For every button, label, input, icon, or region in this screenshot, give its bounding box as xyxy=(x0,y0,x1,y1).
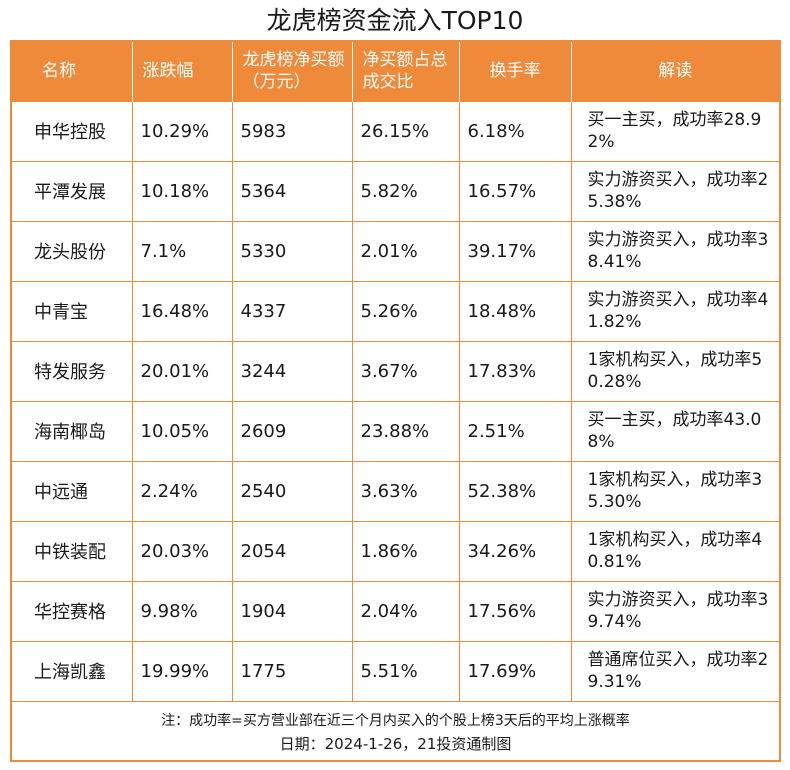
col-header-change: 涨跌幅 xyxy=(132,42,233,101)
cell-interpretation: 买一主买，成功率28.92% xyxy=(570,100,779,162)
table-row: 上海凯鑫 19.99% 1775 5.51% 17.69% 普通席位买入，成功率… xyxy=(12,640,779,702)
cell-change: 2.24% xyxy=(131,460,233,522)
table-row: 特发服务 20.01% 3244 3.67% 17.83% 1家机构买入，成功率… xyxy=(12,340,779,402)
cell-name: 海南椰岛 xyxy=(12,400,133,462)
cell-ratio: 2.01% xyxy=(351,220,460,282)
cell-ratio: 3.63% xyxy=(351,460,460,522)
cell-turnover: 17.83% xyxy=(458,340,572,402)
cell-change: 9.98% xyxy=(131,580,233,642)
cell-net-buy: 2609 xyxy=(231,400,353,462)
cell-ratio: 26.15% xyxy=(351,100,460,162)
cell-net-buy: 2054 xyxy=(231,520,353,582)
cell-interpretation: 实力游资买入，成功率41.82% xyxy=(570,280,779,342)
table-row: 中远通 2.24% 2540 3.63% 52.38% 1家机构买入，成功率35… xyxy=(12,460,779,522)
cell-turnover: 6.18% xyxy=(458,100,572,162)
cell-interpretation: 实力游资买入，成功率38.41% xyxy=(570,220,779,282)
cell-ratio: 23.88% xyxy=(351,400,460,462)
table-row: 中青宝 16.48% 4337 5.26% 18.48% 实力游资买入，成功率4… xyxy=(12,280,779,342)
cell-turnover: 34.26% xyxy=(458,520,572,582)
cell-turnover: 2.51% xyxy=(458,400,572,462)
table-row: 华控赛格 9.98% 1904 2.04% 17.56% 实力游资买入，成功率3… xyxy=(12,580,779,642)
col-header-turnover: 换手率 xyxy=(459,42,572,101)
cell-net-buy: 5364 xyxy=(231,160,353,222)
cell-name: 平潭发展 xyxy=(12,160,133,222)
cell-ratio: 3.67% xyxy=(351,340,460,402)
cell-change: 7.1% xyxy=(131,220,233,282)
cell-interpretation: 买一主买，成功率43.08% xyxy=(570,400,779,462)
table-row: 龙头股份 7.1% 5330 2.01% 39.17% 实力游资买入，成功率38… xyxy=(12,220,779,282)
cell-ratio: 5.82% xyxy=(351,160,460,222)
cell-interpretation: 1家机构买入，成功率35.30% xyxy=(570,460,779,522)
cell-name: 申华控股 xyxy=(12,100,133,162)
table-frame: 名称 涨跌幅 龙虎榜净买额（万元） 净买额占总成交比 换手率 解读 申华控股 1… xyxy=(10,40,781,762)
table-row: 中铁装配 20.03% 2054 1.86% 34.26% 1家机构买入，成功率… xyxy=(12,520,779,582)
cell-turnover: 17.69% xyxy=(458,640,572,702)
cell-name: 中青宝 xyxy=(12,280,133,342)
page-title: 龙虎榜资金流入TOP10 xyxy=(266,6,524,35)
cell-change: 16.48% xyxy=(131,280,233,342)
cell-name: 龙头股份 xyxy=(12,220,133,282)
cell-turnover: 52.38% xyxy=(458,460,572,522)
cell-net-buy: 5330 xyxy=(231,220,353,282)
cell-change: 10.18% xyxy=(131,160,233,222)
cell-change: 20.01% xyxy=(131,340,233,402)
cell-interpretation: 普通席位买入，成功率29.31% xyxy=(570,640,779,702)
cell-name: 华控赛格 xyxy=(12,580,133,642)
cell-interpretation: 实力游资买入，成功率39.74% xyxy=(570,580,779,642)
col-header-net-buy: 龙虎榜净买额（万元） xyxy=(232,42,353,101)
cell-interpretation: 1家机构买入，成功率40.81% xyxy=(570,520,779,582)
cell-net-buy: 4337 xyxy=(231,280,353,342)
cell-net-buy: 1775 xyxy=(231,640,353,702)
cell-interpretation: 1家机构买入，成功率50.28% xyxy=(570,340,779,402)
cell-change: 20.03% xyxy=(131,520,233,582)
table-header-row: 名称 涨跌幅 龙虎榜净买额（万元） 净买额占总成交比 换手率 解读 xyxy=(12,42,779,101)
cell-net-buy: 3244 xyxy=(231,340,353,402)
cell-name: 中铁装配 xyxy=(12,520,133,582)
col-header-interpretation: 解读 xyxy=(571,42,779,101)
cell-turnover: 16.57% xyxy=(458,160,572,222)
table-footer: 注：成功率=买方营业部在近三个月内买入的个股上榜3天后的平均上涨概率 日期：20… xyxy=(12,702,779,760)
cell-turnover: 18.48% xyxy=(458,280,572,342)
cell-change: 10.29% xyxy=(131,100,233,162)
table-row: 平潭发展 10.18% 5364 5.82% 16.57% 实力游资买入，成功率… xyxy=(12,160,779,222)
table-row: 申华控股 10.29% 5983 26.15% 6.18% 买一主买，成功率28… xyxy=(12,100,779,162)
cell-turnover: 39.17% xyxy=(458,220,572,282)
table-row: 海南椰岛 10.05% 2609 23.88% 2.51% 买一主买，成功率43… xyxy=(12,400,779,462)
cell-turnover: 17.56% xyxy=(458,580,572,642)
cell-ratio: 1.86% xyxy=(351,520,460,582)
fund-inflow-table: 名称 涨跌幅 龙虎榜净买额（万元） 净买额占总成交比 换手率 解读 申华控股 1… xyxy=(12,42,779,702)
cell-net-buy: 1904 xyxy=(231,580,353,642)
date-credit: 日期：2024-1-26，21投资通制图 xyxy=(279,735,512,753)
cell-ratio: 5.51% xyxy=(351,640,460,702)
col-header-name: 名称 xyxy=(12,42,133,101)
cell-net-buy: 5983 xyxy=(231,100,353,162)
footnote: 注：成功率=买方营业部在近三个月内买入的个股上榜3天后的平均上涨概率 xyxy=(161,713,630,729)
cell-ratio: 5.26% xyxy=(351,280,460,342)
cell-name: 上海凯鑫 xyxy=(12,640,133,702)
cell-change: 19.99% xyxy=(131,640,233,702)
cell-interpretation: 实力游资买入，成功率25.38% xyxy=(570,160,779,222)
cell-name: 中远通 xyxy=(12,460,133,522)
cell-change: 10.05% xyxy=(131,400,233,462)
col-header-ratio: 净买额占总成交比 xyxy=(352,42,460,101)
cell-name: 特发服务 xyxy=(12,340,133,402)
cell-net-buy: 2540 xyxy=(231,460,353,522)
cell-ratio: 2.04% xyxy=(351,580,460,642)
